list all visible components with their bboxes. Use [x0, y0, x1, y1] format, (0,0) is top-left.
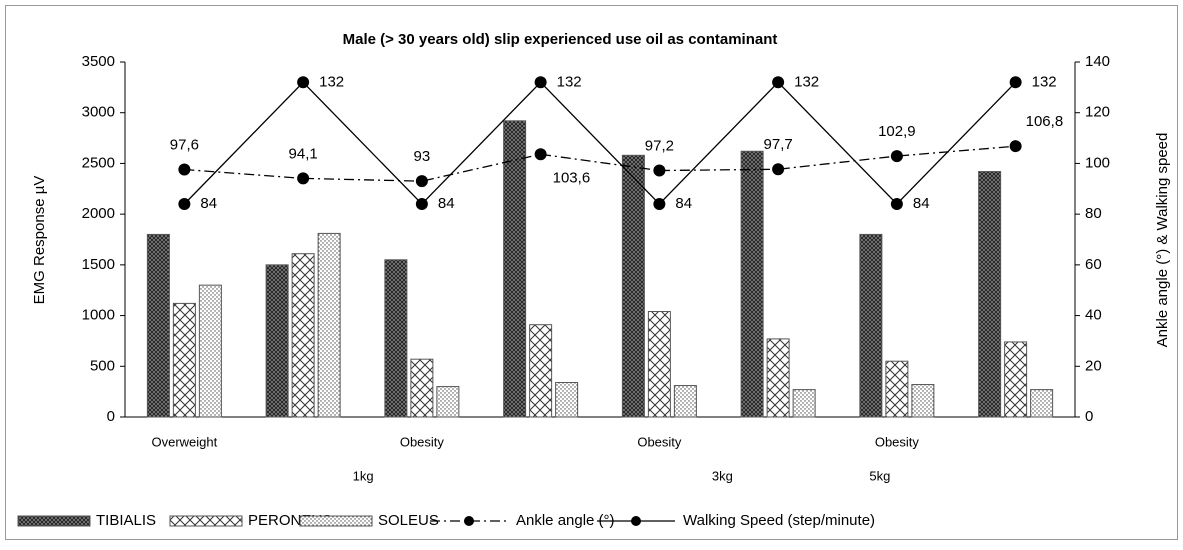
x-tick-label: Overweight — [152, 434, 218, 449]
data-label: 93 — [414, 148, 431, 165]
bar — [555, 382, 579, 418]
marker — [415, 175, 428, 188]
y2-tick-label: 40 — [1085, 307, 1102, 324]
x-tick-label: Obesity — [875, 434, 920, 449]
bar — [740, 150, 764, 418]
chart-title: Male (> 30 years old) slip experienced u… — [343, 31, 778, 48]
bar — [503, 120, 527, 418]
bar — [673, 385, 697, 418]
bar — [1004, 341, 1028, 418]
y-tick-label: 2500 — [82, 154, 115, 171]
bar — [265, 264, 289, 418]
y2-tick-label: 60 — [1085, 256, 1102, 273]
marker — [534, 148, 547, 161]
marker — [772, 163, 785, 176]
marker — [178, 163, 191, 176]
marker — [178, 198, 191, 210]
bar — [410, 358, 434, 418]
legend-label: SOLEUS — [378, 512, 439, 529]
bar — [978, 171, 1002, 418]
line — [183, 81, 1017, 205]
data-label: 84 — [200, 195, 217, 212]
data-label: 103,6 — [553, 169, 591, 186]
y2-tick-label: 100 — [1085, 154, 1110, 171]
marker — [890, 198, 903, 210]
y2-axis-label: Ankle angle (°) & Walking speed — [1154, 133, 1171, 348]
data-label: 97,7 — [764, 136, 793, 153]
y2-tick-label: 120 — [1085, 104, 1110, 121]
marker — [534, 76, 547, 89]
y2-tick-label: 20 — [1085, 357, 1102, 374]
bar — [198, 284, 222, 418]
bar — [529, 324, 553, 418]
bar — [792, 389, 816, 418]
data-label: 84 — [675, 195, 692, 212]
frame — [5, 5, 1178, 540]
bar — [1030, 389, 1054, 418]
bar — [859, 233, 883, 418]
legend-label: TIBIALIS — [96, 512, 156, 529]
marker — [653, 164, 666, 177]
x-tick-label-2: 1kg — [353, 468, 374, 483]
data-label: 84 — [438, 195, 455, 212]
y-tick-label: 2000 — [82, 205, 115, 222]
bar — [647, 311, 671, 418]
data-label: 132 — [557, 73, 582, 90]
y-tick-label: 0 — [107, 408, 115, 425]
bar — [766, 338, 790, 418]
bar — [911, 384, 935, 418]
legend-marker — [631, 516, 641, 526]
bar — [317, 232, 341, 418]
data-label: 94,1 — [289, 145, 318, 162]
marker — [1009, 76, 1022, 89]
bar — [885, 360, 909, 418]
legend-swatch — [17, 515, 91, 527]
data-label: 132 — [1032, 73, 1057, 90]
y-tick-label: 1500 — [82, 256, 115, 273]
y-tick-label: 3000 — [82, 104, 115, 121]
marker — [415, 198, 428, 210]
y2-tick-label: 0 — [1085, 408, 1093, 425]
data-label: 102,9 — [878, 123, 916, 140]
marker — [297, 76, 310, 89]
y-tick-label: 500 — [90, 357, 115, 374]
data-label: 97,6 — [170, 136, 199, 153]
legend-marker — [464, 516, 474, 526]
marker — [890, 150, 903, 163]
data-label: 132 — [319, 73, 344, 90]
data-label: 97,2 — [645, 137, 674, 154]
y2-tick-label: 80 — [1085, 205, 1102, 222]
bar — [384, 259, 408, 418]
bar — [172, 302, 196, 418]
data-label: 106,8 — [1026, 113, 1064, 130]
legend-swatch — [169, 515, 243, 527]
data-label: 84 — [913, 195, 930, 212]
x-tick-label: Obesity — [637, 434, 682, 449]
data-label: 132 — [794, 73, 819, 90]
marker — [1009, 140, 1022, 153]
y2-tick-label: 140 — [1085, 53, 1110, 70]
legend-label: Ankle angle (°) — [516, 512, 615, 529]
bar — [146, 233, 170, 418]
legend-swatch — [299, 515, 373, 527]
legend-label: Walking Speed (step/minute) — [683, 512, 875, 529]
marker — [772, 76, 785, 89]
x-tick-label-2: 3kg — [712, 468, 733, 483]
bar — [621, 154, 645, 418]
x-tick-label: Obesity — [400, 434, 445, 449]
marker — [653, 198, 666, 210]
y-tick-label: 1000 — [82, 307, 115, 324]
x-tick-label-2: 5kg — [869, 468, 890, 483]
y-tick-label: 3500 — [82, 53, 115, 70]
bar — [291, 253, 315, 418]
bar — [436, 386, 460, 418]
marker — [297, 172, 310, 185]
y-axis-label: EMG Response µV — [31, 176, 48, 305]
